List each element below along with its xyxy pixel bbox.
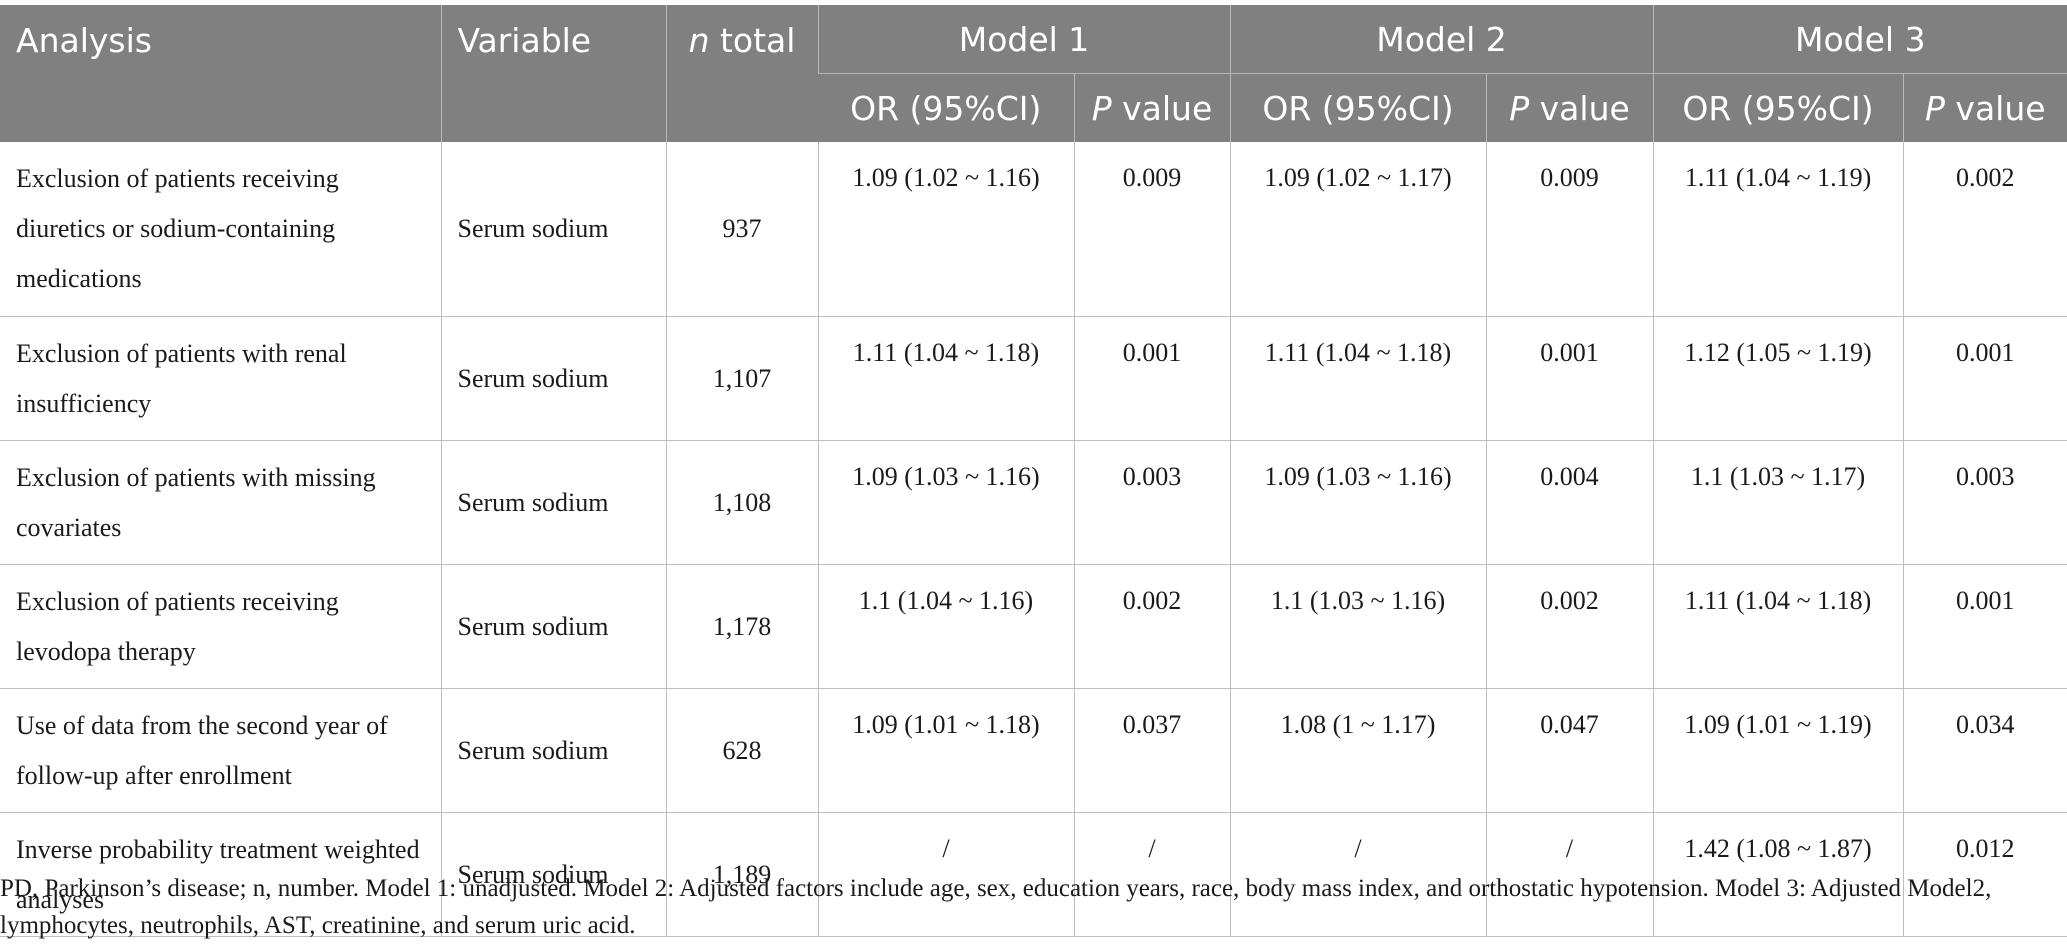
cell-m2-p: 0.001 xyxy=(1485,316,1654,441)
table-row: Inverse probability treatment weighted a… xyxy=(0,812,2067,937)
cell-variable: Serum sodium xyxy=(440,142,667,317)
cell-m2-p: 0.002 xyxy=(1485,564,1654,689)
cell-m2-or: 1.08 (1 ~ 1.17) xyxy=(1229,688,1487,813)
cell-m2-p: / xyxy=(1485,812,1654,937)
cell-m3-p: 0.034 xyxy=(1902,688,2067,813)
header-p-rest: value xyxy=(1944,88,2046,128)
cell-n-total: 1,189 xyxy=(665,812,819,937)
cell-analysis: Exclusion of patients receiving diuretic… xyxy=(0,142,442,317)
cell-n-total: 628 xyxy=(665,688,819,813)
header-n-rest: total xyxy=(709,21,796,60)
cell-m3-p: 0.003 xyxy=(1902,440,2067,565)
cell-m1-p: 0.002 xyxy=(1073,564,1231,689)
cell-variable: Serum sodium xyxy=(440,316,667,441)
header-variable: Variable xyxy=(440,5,666,142)
header-model-3: Model 3 xyxy=(1652,5,2067,74)
cell-m1-or: 1.11 (1.04 ~ 1.18) xyxy=(817,316,1075,441)
cell-analysis: Exclusion of patients with renal insuffi… xyxy=(0,316,442,441)
cell-m2-or: 1.1 (1.03 ~ 1.16) xyxy=(1229,564,1487,689)
cell-m1-or: 1.09 (1.01 ~ 1.18) xyxy=(817,688,1075,813)
cell-analysis: Exclusion of patients with missing covar… xyxy=(0,440,442,565)
cell-m1-or: 1.1 (1.04 ~ 1.16) xyxy=(817,564,1075,689)
cell-n-total: 1,178 xyxy=(665,564,819,689)
table-row: Exclusion of patients receiving levodopa… xyxy=(0,564,2067,689)
sensitivity-analysis-table: Analysis Variable n total Model 1 Model … xyxy=(0,5,2067,937)
header-p-italic: P xyxy=(1509,88,1530,128)
header-analysis: Analysis xyxy=(0,5,441,142)
cell-m3-p: 0.002 xyxy=(1902,142,2067,317)
cell-m3-p: 0.001 xyxy=(1902,564,2067,689)
cell-n-total: 937 xyxy=(665,142,819,317)
cell-m3-or: 1.12 (1.05 ~ 1.19) xyxy=(1652,316,1904,441)
cell-n-total: 1,108 xyxy=(665,440,819,565)
table-row: Exclusion of patients with renal insuffi… xyxy=(0,316,2067,441)
cell-m2-p: 0.047 xyxy=(1485,688,1654,813)
cell-m1-p: 0.037 xyxy=(1073,688,1231,813)
cell-m3-or: 1.42 (1.08 ~ 1.87) xyxy=(1652,812,1904,937)
header-m3-p: P value xyxy=(1902,73,2067,142)
cell-m3-or: 1.11 (1.04 ~ 1.18) xyxy=(1652,564,1904,689)
header-n-italic: n xyxy=(688,21,710,60)
cell-m3-or: 1.1 (1.03 ~ 1.17) xyxy=(1652,440,1904,565)
table-row: Exclusion of patients with missing covar… xyxy=(0,440,2067,565)
cell-m2-or: 1.09 (1.02 ~ 1.17) xyxy=(1229,142,1487,317)
cell-analysis: Use of data from the second year of foll… xyxy=(0,688,442,813)
header-model-2: Model 2 xyxy=(1229,5,1654,74)
cell-n-total: 1,107 xyxy=(665,316,819,441)
cell-variable: Serum sodium xyxy=(440,564,667,689)
header-m3-or: OR (95%CI) xyxy=(1652,73,1904,142)
header-p-rest: value xyxy=(1111,88,1213,128)
header-m2-p: P value xyxy=(1485,73,1654,142)
cell-m3-p: 0.001 xyxy=(1902,316,2067,441)
cell-m3-or: 1.11 (1.04 ~ 1.19) xyxy=(1652,142,1904,317)
cell-analysis: Inverse probability treatment weighted a… xyxy=(0,812,442,937)
header-p-rest: value xyxy=(1529,88,1630,128)
header-m1-or: OR (95%CI) xyxy=(818,73,1074,142)
header-p-italic: P xyxy=(1925,88,1945,128)
header-model-1: Model 1 xyxy=(817,5,1231,74)
table-footnote: PD, Parkinson’s disease; n, number. Mode… xyxy=(0,875,1992,939)
cell-m2-or: / xyxy=(1229,812,1487,937)
table-row: Use of data from the second year of foll… xyxy=(0,688,2067,813)
header-m2-or: OR (95%CI) xyxy=(1229,73,1487,142)
cell-m1-or: 1.09 (1.02 ~ 1.16) xyxy=(817,142,1075,317)
cell-m3-p: 0.012 xyxy=(1902,812,2067,937)
cell-variable: Serum sodium xyxy=(440,440,667,565)
cell-m2-p: 0.004 xyxy=(1485,440,1654,565)
cell-m1-or: / xyxy=(817,812,1075,937)
cell-m3-or: 1.09 (1.01 ~ 1.19) xyxy=(1652,688,1904,813)
cell-m1-p: / xyxy=(1073,812,1231,937)
table-row: Exclusion of patients receiving diuretic… xyxy=(0,142,2067,317)
cell-variable: Serum sodium xyxy=(440,812,667,937)
cell-variable: Serum sodium xyxy=(440,688,667,813)
cell-m1-p: 0.003 xyxy=(1073,440,1231,565)
cell-m1-p: 0.001 xyxy=(1073,316,1231,441)
cell-analysis: Exclusion of patients receiving levodopa… xyxy=(0,564,442,689)
cell-m1-p: 0.009 xyxy=(1073,142,1231,317)
header-p-italic: P xyxy=(1091,88,1112,128)
cell-m2-or: 1.11 (1.04 ~ 1.18) xyxy=(1229,316,1487,441)
cell-m2-or: 1.09 (1.03 ~ 1.16) xyxy=(1229,440,1487,565)
cell-m1-or: 1.09 (1.03 ~ 1.16) xyxy=(817,440,1075,565)
header-n-total: n total xyxy=(665,5,818,142)
header-m1-p: P value xyxy=(1073,73,1231,142)
cell-m2-p: 0.009 xyxy=(1485,142,1654,317)
